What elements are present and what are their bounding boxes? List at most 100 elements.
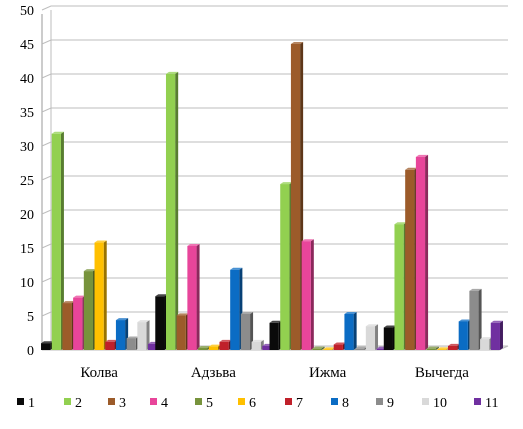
bar-top xyxy=(480,337,493,340)
bar-side xyxy=(435,346,439,350)
bar-front xyxy=(469,290,479,350)
legend-swatch xyxy=(422,398,429,405)
bar-top xyxy=(251,339,264,342)
bar-top xyxy=(208,344,221,347)
bar-Вычегда-series-10 xyxy=(480,337,493,350)
y-tick-label: 50 xyxy=(20,4,34,19)
bar-side xyxy=(353,311,357,350)
bar-side xyxy=(103,240,107,350)
bar-front xyxy=(51,133,61,350)
bars xyxy=(41,42,503,351)
bar-top xyxy=(365,324,379,327)
bar-side xyxy=(375,324,379,350)
bar-top xyxy=(240,311,254,314)
y-tick-label: 25 xyxy=(20,174,34,189)
legend-label: 9 xyxy=(387,396,394,411)
bar-Колва-series-7 xyxy=(105,339,118,350)
legend-item-8: 8 xyxy=(331,396,349,411)
legend-swatch xyxy=(238,398,245,405)
legend-swatch xyxy=(64,398,71,405)
legend-item-10: 10 xyxy=(422,396,447,411)
bar-top xyxy=(176,313,189,316)
legend-label: 7 xyxy=(296,396,303,411)
bar-front xyxy=(198,347,208,350)
legend-swatch xyxy=(285,398,292,405)
bar-Вычегда-series-11 xyxy=(490,320,503,350)
legend-swatch xyxy=(17,398,24,405)
bar-Адзьва-series-4 xyxy=(187,243,200,350)
bar-Адзьва-series-2 xyxy=(165,71,179,351)
legend-label: 8 xyxy=(342,396,349,411)
bar-front xyxy=(269,322,279,350)
legend-item-5: 5 xyxy=(195,396,213,411)
legend-swatch xyxy=(108,398,115,405)
bar-front xyxy=(383,327,393,350)
bar-top xyxy=(312,346,325,349)
bar-front xyxy=(115,320,126,350)
legend-swatch xyxy=(195,398,202,405)
bar-side xyxy=(478,288,482,350)
bar-front xyxy=(230,269,240,350)
bar-top xyxy=(105,339,118,342)
bar-front xyxy=(155,296,165,350)
bar-side xyxy=(196,243,200,350)
bar-front xyxy=(137,322,147,350)
y-tick-label: 5 xyxy=(27,310,34,325)
bar-Ижма-series-8 xyxy=(344,311,357,350)
bar-top xyxy=(394,222,407,225)
bar-top xyxy=(94,240,107,243)
gridline xyxy=(41,107,508,113)
bar-top xyxy=(323,347,336,350)
bar-top xyxy=(405,167,418,170)
legend-item-7: 7 xyxy=(285,396,303,411)
bar-side xyxy=(425,154,429,350)
gridline xyxy=(41,5,508,11)
bar-top xyxy=(415,154,429,157)
bar-top xyxy=(137,320,150,323)
bar-Вычегда-series-2 xyxy=(394,222,407,350)
bar-top xyxy=(469,288,482,291)
bar-top xyxy=(344,311,357,314)
bar-Колва-series-3 xyxy=(62,301,75,350)
bar-top xyxy=(301,239,314,242)
y-axis: 0 5 10 15 20 25 30 35 40 45 50 xyxy=(20,4,34,359)
bar-top xyxy=(437,347,450,350)
bar-front xyxy=(126,338,136,350)
bar-top xyxy=(426,346,439,349)
bar-top xyxy=(280,182,293,185)
legend-item-2: 2 xyxy=(64,396,82,411)
bar-top xyxy=(290,42,304,44)
legend-item-9: 9 xyxy=(376,396,394,411)
bar-front xyxy=(94,242,104,350)
bar-Колва-series-4 xyxy=(73,295,86,350)
legend-swatch xyxy=(376,398,383,405)
bar-side xyxy=(250,311,254,350)
bar-front xyxy=(426,348,436,350)
bar-top xyxy=(62,301,75,304)
legend-label: 11 xyxy=(485,396,498,411)
bar-top xyxy=(126,336,139,339)
bar-front xyxy=(312,348,322,350)
bar-front xyxy=(437,349,447,350)
bar-top xyxy=(165,71,179,74)
bar-top xyxy=(490,320,503,323)
bar-front xyxy=(290,44,301,350)
bar-front xyxy=(333,344,343,350)
legend-label: 4 xyxy=(161,396,168,411)
bar-front xyxy=(394,224,404,350)
bar-Вычегда-series-1 xyxy=(383,325,396,350)
bar-top xyxy=(198,345,211,348)
x-category-label: Адзьва xyxy=(191,365,236,381)
bar-top xyxy=(458,319,471,322)
legend-label: 10 xyxy=(433,396,447,411)
y-tick-label: 0 xyxy=(27,344,34,359)
bar-top xyxy=(115,318,129,321)
bar-top xyxy=(219,339,232,342)
y-tick-label: 30 xyxy=(20,140,34,155)
bar-front xyxy=(41,343,51,350)
bar-Колва-series-9 xyxy=(126,336,139,350)
bar-Адзьва-series-9 xyxy=(240,311,254,350)
y-tick-label: 45 xyxy=(20,38,34,53)
bar-Колва-series-5 xyxy=(83,269,97,350)
